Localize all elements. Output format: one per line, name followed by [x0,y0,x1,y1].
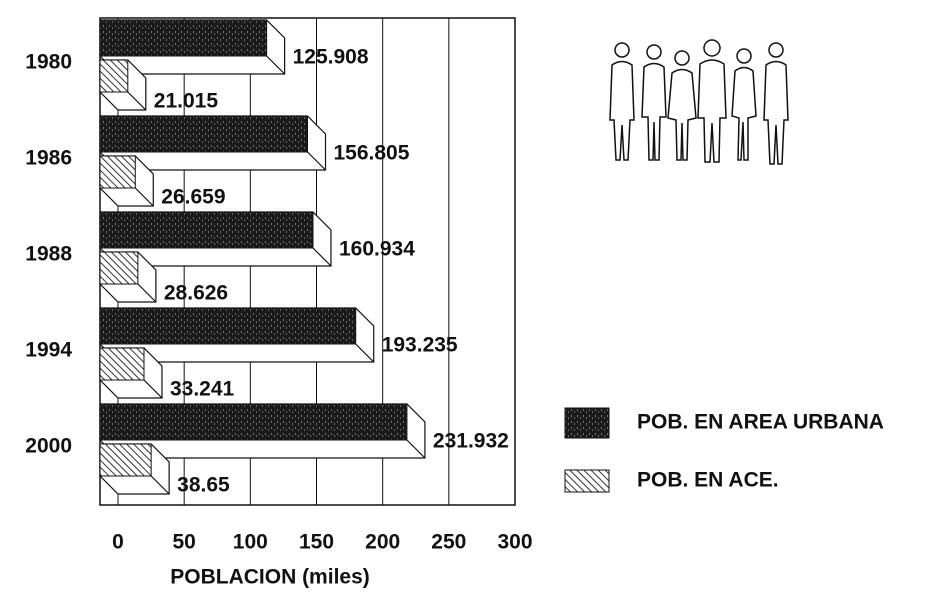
y-tick-label: 1988 [25,243,72,266]
value-label: 156.805 [334,142,410,165]
y-tick-label: 1986 [25,147,72,170]
value-label: 231.932 [433,430,509,453]
x-tick-label: 250 [431,531,466,554]
legend-swatch [564,407,610,439]
bar-edge [143,379,163,399]
bar-edge [127,91,147,111]
bar [99,211,332,267]
bar [99,307,375,363]
bar-face [99,403,408,441]
bar [99,59,147,111]
bar-face [99,443,152,477]
value-label: 160.934 [339,238,415,261]
bar [99,443,170,495]
value-label: 125.908 [293,46,369,69]
bar-edge [406,439,426,459]
x-tick-label: 0 [112,531,124,554]
value-label: 26.659 [161,186,225,209]
x-tick-label: 300 [497,531,532,554]
bar-edge [355,343,375,363]
legend-label: POB. EN AREA URBANA [637,411,884,434]
legend-swatch [564,469,610,493]
bar-edge [137,283,157,303]
value-label: 38.65 [177,474,230,497]
bar-edge [134,187,154,207]
x-tick-label: 50 [172,531,195,554]
x-tick-label: 100 [233,531,268,554]
value-label: 28.626 [164,282,228,305]
bar-face [99,251,139,285]
bar-edge [266,55,286,75]
bar [99,155,154,207]
bar-face [99,115,309,153]
bar-face [99,211,314,249]
bar [99,403,426,459]
value-label: 193.235 [382,334,458,357]
bar-edge [312,247,332,267]
bar-face [99,155,136,189]
value-label: 21.015 [154,90,219,113]
bar-edge [150,475,170,495]
bar-face [99,307,357,345]
bar [99,19,286,75]
bar [99,251,157,303]
y-tick-label: 1980 [25,51,72,74]
y-tick-label: 2000 [25,435,72,458]
bar [99,347,163,399]
x-tick-label: 150 [299,531,334,554]
bar-face [99,59,129,93]
y-tick-label: 1994 [25,339,72,362]
value-label: 33.241 [170,378,235,401]
x-axis-label: POBLACION (miles) [170,566,370,589]
bar [99,115,327,171]
bar-face [99,347,145,381]
bar-edge [307,151,326,171]
people-illustration [609,39,789,165]
bar-face [99,19,268,57]
x-tick-label: 200 [365,531,400,554]
legend-label: POB. EN ACE. [637,469,779,492]
